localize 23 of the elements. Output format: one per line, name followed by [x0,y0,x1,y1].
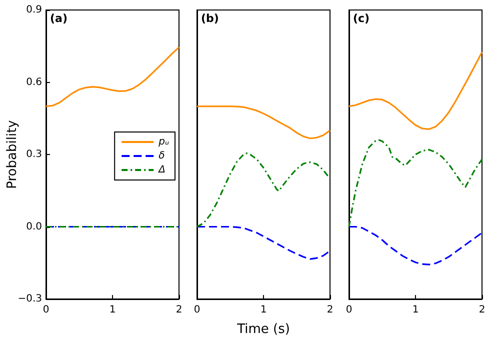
legend-label: δ [158,150,165,162]
chart-title: (b) [201,12,219,25]
y-tick-label: 0.6 [26,76,42,88]
y-tick-label: −0.3 [18,294,42,304]
x-tick-label: 1 [109,304,116,316]
y-axis-title: Probability [5,120,20,189]
line-series [45,46,180,108]
x-tick-label: 2 [478,304,486,316]
x-axis-title: Time (s) [236,322,290,337]
x-tick-label: 0 [346,304,352,316]
chart-title: (a) [50,12,68,25]
legend-label: pᵤ [158,136,170,148]
x-tick-label: 0 [42,304,50,316]
y-tick-label: 0.0 [26,221,42,232]
chart-title: (c) [353,12,370,25]
x-tick-label: 1 [260,304,267,316]
y-tick-label: 0.9 [26,4,42,16]
x-tick-label: 2 [326,304,334,316]
x-tick-label: 1 [412,304,419,316]
x-tick-label: 2 [176,304,182,316]
x-tick-label: 0 [194,304,200,316]
y-tick-label: 0.3 [26,149,42,160]
legend-label: Δ [158,164,166,176]
